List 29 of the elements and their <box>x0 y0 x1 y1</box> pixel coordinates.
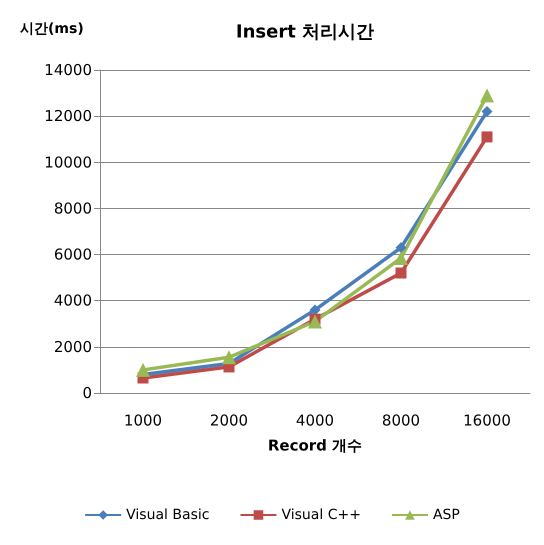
y-tick-label: 12000 <box>44 107 92 126</box>
point <box>482 106 492 118</box>
x-axis-title: Record 개수 <box>268 436 362 454</box>
x-tick-label: 8000 <box>382 412 420 430</box>
y-tick-label: 10000 <box>44 153 92 172</box>
y-tick-label: 14000 <box>44 61 92 79</box>
y-tick-label: 2000 <box>54 338 92 356</box>
y-tick-label: 6000 <box>54 246 92 264</box>
point <box>396 242 406 254</box>
x-tick-label: 1000 <box>124 412 162 430</box>
point <box>310 304 320 316</box>
legend-label: Visual C++ <box>281 507 361 523</box>
chart-title: Insert 처리시간 <box>236 22 374 42</box>
point <box>308 314 322 328</box>
legend-label: Visual Basic <box>126 507 210 523</box>
y-tick-label: 4000 <box>54 292 92 310</box>
legend-label: ASP <box>432 507 460 523</box>
point <box>482 131 492 142</box>
point <box>136 362 150 377</box>
point <box>394 251 408 266</box>
x-tick-label: 16000 <box>463 412 511 430</box>
point <box>480 88 494 102</box>
y-tick-label: 0 <box>82 384 92 402</box>
y-axis-title: 시간(ms) <box>20 21 84 37</box>
point <box>222 350 236 364</box>
point <box>396 268 406 279</box>
y-tick-label: 8000 <box>54 199 92 218</box>
x-tick-label: 2000 <box>210 412 248 430</box>
x-tick-label: 4000 <box>296 412 334 430</box>
